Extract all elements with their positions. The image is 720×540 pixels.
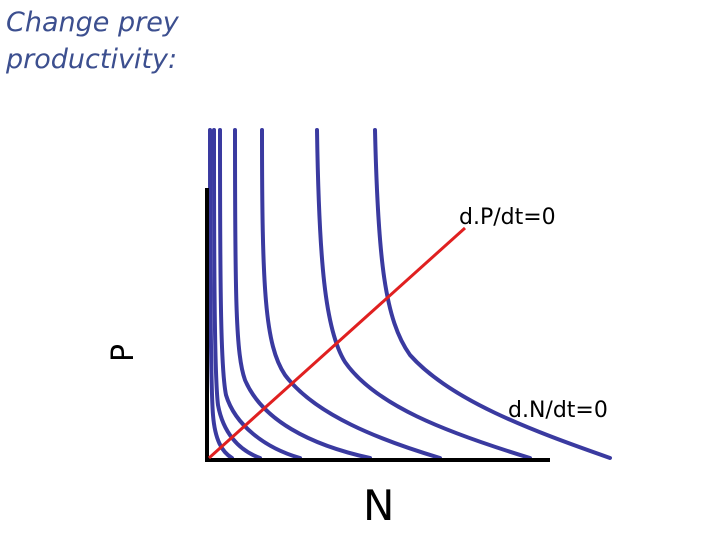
x-axis-label: N: [363, 481, 394, 530]
title-line-1: Change prey: [6, 7, 179, 38]
predator-isocline: [207, 226, 467, 460]
slide-title: Change prey productivity:: [6, 4, 179, 78]
predator-isocline-label: d.P/dt=0: [459, 205, 556, 230]
prey-isoclines: [208, 128, 612, 460]
prey-isocline-label: d.N/dt=0: [508, 398, 608, 423]
y-axis-label: P: [106, 344, 141, 362]
prey-isocline-1: [208, 128, 234, 460]
prey-isocline-4: [233, 128, 372, 460]
prey-isocline-3: [218, 128, 302, 460]
prey-isocline-7: [373, 128, 612, 460]
prey-isocline-5: [260, 128, 442, 460]
axes: [205, 188, 550, 462]
prey-isocline-2: [212, 128, 262, 460]
title-line-2: productivity:: [6, 44, 178, 75]
prey-isocline-6: [315, 128, 532, 460]
